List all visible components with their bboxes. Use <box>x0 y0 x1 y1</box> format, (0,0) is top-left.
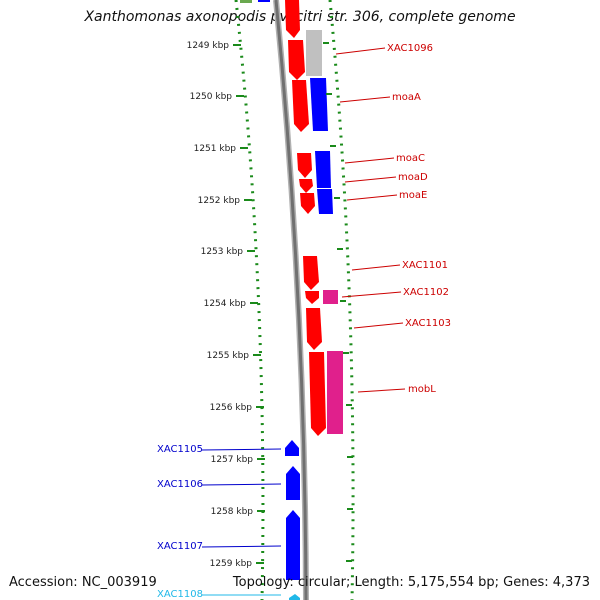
label-connector <box>353 322 404 329</box>
tick-label: 1257 kbp <box>211 455 254 465</box>
genome-title: Xanthomonas axonopodis pv. citri str. 30… <box>84 9 516 25</box>
tick-label: 1259 kbp <box>210 559 253 569</box>
tick-label: 1251 kbp <box>194 144 237 154</box>
gene-arrow-moac-reverse[interactable] <box>315 151 331 188</box>
gene-arrow-moad[interactable] <box>299 179 313 193</box>
gene-label[interactable]: XAC1108 <box>157 589 203 600</box>
left-gene-labels[interactable]: XAC1105 XAC1106 XAC1107 XAC1108 <box>157 444 282 600</box>
label-connector <box>344 176 397 183</box>
gene-arrow-xac1107[interactable] <box>286 510 300 580</box>
backbone <box>273 0 309 600</box>
gene-arrow-moaa-reverse[interactable] <box>310 78 328 131</box>
gene-label[interactable]: moaD <box>398 172 428 183</box>
gene-arrow-xac1103[interactable] <box>306 308 322 350</box>
gene-arrow-xac1106[interactable] <box>286 466 300 500</box>
gene-pink-mobl[interactable] <box>327 351 343 434</box>
gene-label[interactable]: XAC1096 <box>387 43 433 54</box>
gene-label[interactable]: mobL <box>408 384 436 395</box>
label-connector <box>339 96 391 103</box>
label-connector <box>201 448 282 451</box>
scale-ticks: 1249 kbp 1250 kbp 1251 kbp 1252 kbp 1253 kbp… <box>187 41 353 569</box>
gene-label[interactable]: moaE <box>399 190 427 201</box>
gene-arrow-xac1108[interactable] <box>289 594 300 600</box>
gene-arrow-moae[interactable] <box>300 193 315 214</box>
tick-label: 1249 kbp <box>187 41 230 51</box>
gene-pink-xac1102[interactable] <box>323 290 338 304</box>
label-connector <box>335 47 386 55</box>
label-connector <box>201 483 282 486</box>
gene-label[interactable]: XAC1106 <box>157 479 203 490</box>
label-connector <box>346 194 398 201</box>
gene-arrow-xac1101[interactable] <box>303 256 319 290</box>
tick-label: 1255 kbp <box>207 351 250 361</box>
gene-label[interactable]: XAC1107 <box>157 541 203 552</box>
right-gene-labels[interactable]: XAC1096 moaA moaC moaD moaE XAC1101 XAC1102 XAC… <box>335 43 451 395</box>
gene-gray[interactable] <box>306 30 322 76</box>
tick-label: 1258 kbp <box>211 507 254 517</box>
genome-summary-text: Topology: circular; Length: 5,175,554 bp… <box>232 575 590 590</box>
gene-arrow-moaa[interactable] <box>292 80 309 132</box>
gene-label[interactable]: XAC1101 <box>402 260 448 271</box>
gene-label[interactable]: XAC1103 <box>405 318 451 329</box>
gene-label[interactable]: moaA <box>392 92 421 103</box>
gene-label[interactable]: XAC1105 <box>157 444 203 455</box>
accession-text: Accession: NC_003919 <box>9 575 157 590</box>
gene-features[interactable] <box>285 0 343 600</box>
gene-arrow-mobl[interactable] <box>309 352 326 436</box>
label-connector <box>341 291 402 298</box>
label-connector <box>344 157 395 164</box>
gene-arrow[interactable] <box>285 0 300 38</box>
tick-label: 1250 kbp <box>190 92 233 102</box>
gene-arrow-moac[interactable] <box>297 153 312 178</box>
gene-arrow-xac1105[interactable] <box>285 440 299 456</box>
tick-label: 1254 kbp <box>204 299 247 309</box>
gene-arrow-xac1102[interactable] <box>305 291 319 304</box>
gene-label[interactable]: XAC1102 <box>403 287 449 298</box>
tick-label: 1253 kbp <box>201 247 244 257</box>
gene-label[interactable]: moaC <box>396 153 425 164</box>
tick-label: 1252 kbp <box>198 196 241 206</box>
label-connector <box>357 388 406 393</box>
label-connector <box>201 545 282 548</box>
tick-label: 1256 kbp <box>210 403 253 413</box>
label-connector <box>351 264 401 271</box>
gene-arrow-moae-reverse[interactable] <box>317 189 333 214</box>
gene-arrow-xac1096[interactable] <box>288 40 305 80</box>
